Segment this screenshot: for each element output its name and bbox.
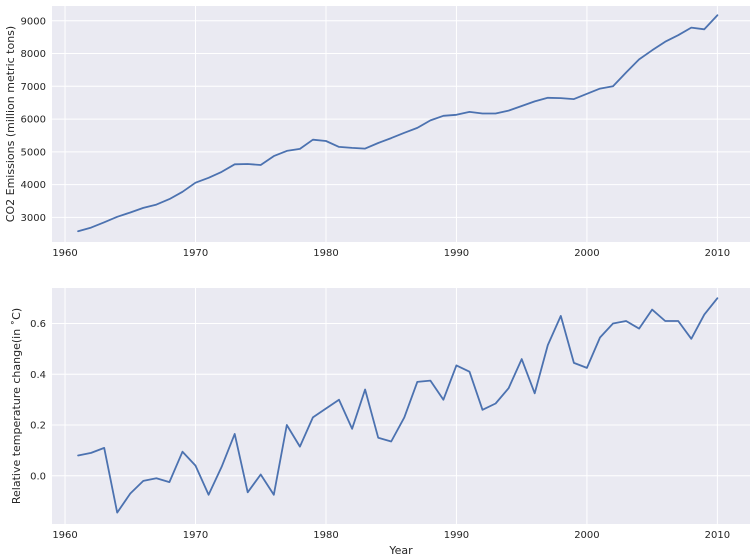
x-tick-label: 2000	[574, 248, 599, 259]
x-tick-label: 1970	[183, 248, 208, 259]
y-tick-label: 5000	[21, 147, 46, 158]
x-tick-label: 1970	[183, 530, 208, 541]
x-axis-label: Year	[388, 544, 413, 557]
series-line	[77, 14, 719, 233]
x-tick-label: 2010	[705, 530, 730, 541]
y-tick-label: 3000	[21, 213, 46, 224]
x-tick-label: 1980	[313, 248, 338, 259]
x-tick-label: 1990	[444, 530, 469, 541]
y-tick-label: 4000	[21, 180, 46, 191]
y-tick-label: 8000	[21, 49, 46, 60]
y-axis-label: CO2 Emissions (million metric tons)	[4, 26, 17, 222]
y-tick-label: 0.4	[30, 370, 46, 381]
y-axis-label: Relative temperature change(in ˚C)	[10, 308, 23, 504]
co2-emissions-chart: 1960 1970 1980 1990 2000 2010 3000 4000 5000 6000…	[4, 6, 750, 259]
plot-area	[52, 6, 750, 242]
y-tick-label: 0.6	[30, 319, 46, 330]
x-tick-label: 1960	[52, 530, 77, 541]
x-tick-label: 2000	[574, 530, 599, 541]
x-tick-label: 1980	[313, 530, 338, 541]
series-line	[77, 297, 719, 514]
y-tick-label: 7000	[21, 82, 46, 93]
temperature-change-chart: 1960 1970 1980 1990 2000 2010 0.0 0.2 0.4 0.6 Rela…	[10, 288, 750, 557]
y-tick-label: 6000	[21, 115, 46, 126]
y-tick-label: 0.0	[30, 471, 46, 482]
plot-area	[52, 288, 750, 524]
y-tick-label: 9000	[21, 16, 46, 27]
x-tick-label: 1990	[444, 248, 469, 259]
x-tick-label: 1960	[52, 248, 77, 259]
y-tick-label: 0.2	[30, 421, 46, 432]
x-tick-label: 2010	[705, 248, 730, 259]
